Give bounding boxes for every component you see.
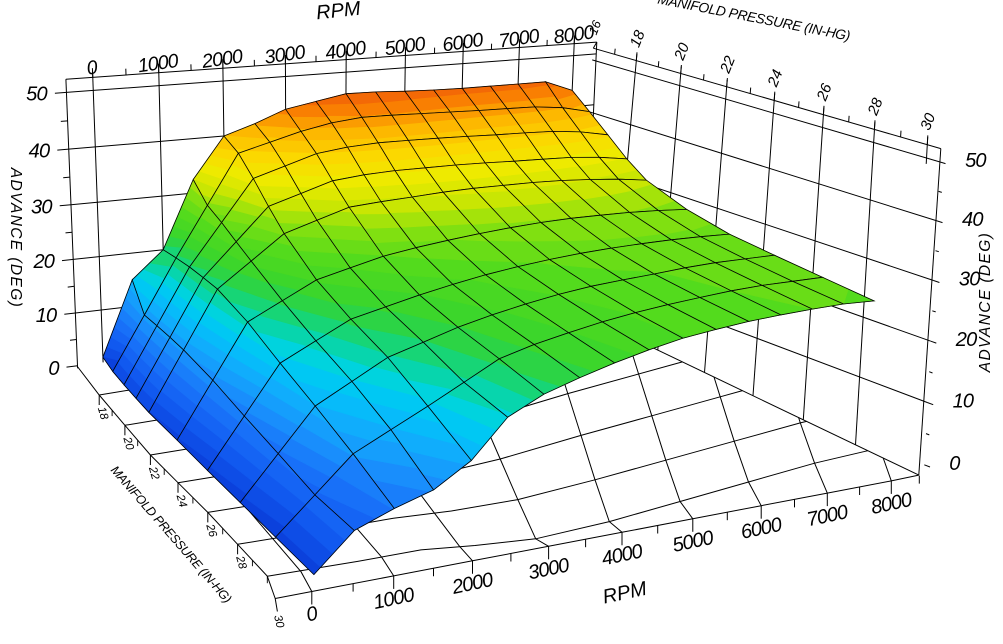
svg-text:18: 18 [95, 406, 110, 422]
svg-text:40: 40 [962, 209, 983, 231]
svg-text:30: 30 [959, 269, 980, 291]
svg-text:22: 22 [717, 53, 740, 76]
svg-text:RPM: RPM [315, 0, 362, 24]
svg-text:20: 20 [120, 435, 136, 452]
svg-text:0: 0 [949, 453, 960, 475]
svg-text:30: 30 [271, 614, 286, 630]
svg-text:22: 22 [146, 465, 162, 482]
svg-text:0: 0 [48, 358, 59, 380]
svg-text:20: 20 [955, 329, 977, 351]
svg-text:26: 26 [813, 81, 836, 104]
svg-text:0: 0 [85, 56, 99, 79]
svg-text:10: 10 [953, 391, 974, 413]
svg-text:50: 50 [965, 150, 986, 172]
svg-text:18: 18 [627, 27, 649, 49]
svg-text:50: 50 [26, 84, 47, 106]
svg-text:26: 26 [203, 522, 219, 539]
svg-text:ADVANCE (DEG): ADVANCE (DEG) [7, 167, 24, 309]
svg-text:10: 10 [36, 305, 57, 327]
svg-text:30: 30 [917, 110, 939, 132]
svg-text:ADVANCE (DEG): ADVANCE (DEG) [977, 232, 994, 374]
svg-text:20: 20 [671, 40, 694, 63]
svg-text:28: 28 [864, 95, 887, 118]
svg-text:28: 28 [233, 554, 249, 571]
svg-text:24: 24 [173, 492, 188, 509]
svg-text:20: 20 [32, 251, 54, 273]
svg-text:40: 40 [29, 141, 50, 163]
svg-text:24: 24 [764, 67, 786, 90]
svg-text:16: 16 [586, 19, 604, 37]
svg-text:30: 30 [31, 196, 52, 218]
